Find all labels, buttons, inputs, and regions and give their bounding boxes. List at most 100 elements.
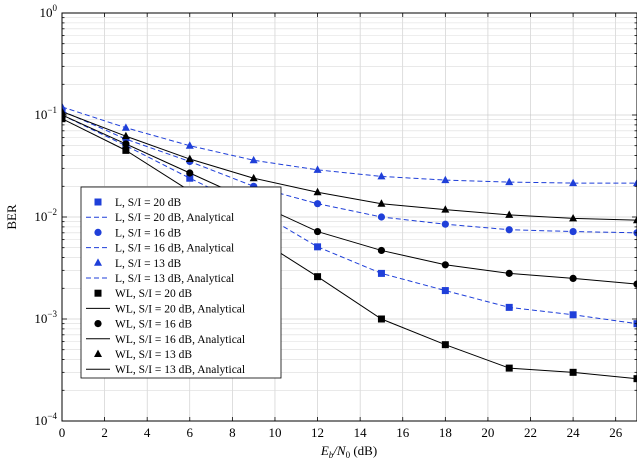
legend-item: L, S/I = 16 dB, Analytical bbox=[86, 243, 234, 255]
legend-box bbox=[80, 186, 282, 379]
data-point bbox=[122, 140, 130, 148]
data-point bbox=[314, 273, 322, 281]
y-tick-label: 100 bbox=[40, 3, 58, 20]
x-tick-label: 24 bbox=[567, 425, 581, 440]
x-tick-label: 22 bbox=[524, 425, 537, 440]
data-point bbox=[62, 102, 66, 110]
legend-marker-swatch bbox=[94, 320, 102, 328]
data-point bbox=[377, 213, 386, 221]
data-point bbox=[441, 220, 449, 228]
data-point bbox=[313, 200, 322, 208]
legend-label: WL, S/I = 20 dB bbox=[115, 288, 192, 300]
series-line bbox=[62, 118, 637, 380]
legend-label: L, S/I = 16 dB, Analytical bbox=[115, 243, 234, 255]
x-tick-labels: 0 2 4 6 8 10 12 14 16 18 20 22 24 26 bbox=[59, 425, 623, 440]
series-line bbox=[62, 111, 637, 221]
legend-label: L, S/I = 20 dB bbox=[115, 197, 182, 209]
legend-marker-swatch bbox=[94, 228, 102, 236]
x-axis-label: Eb/N0 (dB) bbox=[320, 443, 377, 460]
data-point bbox=[569, 178, 578, 187]
legend-label: L, S/I = 13 dB, Analytical bbox=[115, 273, 234, 285]
data-point bbox=[377, 246, 386, 255]
data-point bbox=[633, 375, 637, 383]
x-tick-label: 18 bbox=[439, 425, 452, 440]
data-point bbox=[186, 169, 194, 177]
data-point bbox=[186, 174, 194, 182]
data-point bbox=[62, 115, 66, 123]
legend-marker-swatch bbox=[94, 198, 102, 206]
data-point bbox=[121, 123, 130, 131]
y-tick-label: 10−2 bbox=[34, 207, 57, 224]
data-point bbox=[313, 187, 322, 196]
data-point bbox=[185, 141, 194, 149]
legend-label: WL, S/I = 13 dB, Analytical bbox=[115, 364, 245, 376]
legend-item: WL, S/I = 13 dB bbox=[94, 349, 192, 361]
y-tick-label: 10−3 bbox=[34, 309, 57, 326]
series-layer bbox=[62, 106, 637, 380]
legend-label: WL, S/I = 13 dB bbox=[115, 349, 192, 361]
series-line bbox=[62, 114, 637, 285]
data-point bbox=[505, 177, 514, 186]
legend-marker-swatch bbox=[94, 349, 102, 357]
data-point bbox=[441, 261, 449, 269]
legend-label: L, S/I = 16 dB bbox=[115, 227, 182, 239]
x-tick-label: 6 bbox=[187, 425, 194, 440]
legend-item: L, S/I = 20 dB bbox=[94, 197, 182, 209]
legend-marker-swatch bbox=[94, 289, 102, 297]
y-tick-labels: 10−4 10−3 10−2 10−1 100 bbox=[34, 3, 57, 428]
legend-label: WL, S/I = 20 dB, Analytical bbox=[115, 303, 245, 315]
x-tick-label: 12 bbox=[311, 425, 324, 440]
legend: L, S/I = 20 dB L, S/I = 20 dB, Analytical… bbox=[80, 186, 282, 379]
y-tick-label: 10−1 bbox=[34, 105, 57, 122]
legend-label: WL, S/I = 16 dB, Analytical bbox=[115, 334, 245, 346]
legend-item: L, S/I = 13 dB, Analytical bbox=[86, 273, 234, 285]
legend-item: WL, S/I = 13 dB, Analytical bbox=[86, 364, 245, 376]
legend-item: WL, S/I = 20 dB, Analytical bbox=[86, 303, 245, 315]
data-point bbox=[569, 368, 577, 376]
legend-item: WL, S/I = 20 dB bbox=[94, 288, 192, 300]
legend-item: L, S/I = 20 dB, Analytical bbox=[86, 212, 234, 224]
data-point bbox=[313, 165, 322, 173]
legend-label: L, S/I = 13 dB bbox=[115, 258, 182, 270]
x-tick-label: 20 bbox=[481, 425, 494, 440]
data-point bbox=[122, 146, 130, 154]
data-point bbox=[505, 303, 513, 311]
data-point bbox=[441, 341, 449, 349]
data-point bbox=[62, 107, 66, 115]
legend-item: WL, S/I = 16 dB, Analytical bbox=[86, 334, 245, 346]
data-point bbox=[185, 154, 194, 163]
data-point bbox=[121, 131, 130, 140]
data-point bbox=[505, 226, 513, 234]
x-tick-label: 10 bbox=[268, 425, 281, 440]
data-point bbox=[569, 311, 577, 319]
data-point bbox=[377, 315, 385, 323]
series-line bbox=[62, 110, 637, 234]
data-point bbox=[505, 269, 513, 277]
legend-marker-swatch bbox=[94, 258, 102, 266]
data-point bbox=[569, 227, 577, 236]
data-point bbox=[569, 274, 577, 283]
ticks bbox=[61, 12, 637, 422]
y-axis-label: BER bbox=[4, 204, 19, 230]
data-point bbox=[249, 155, 258, 164]
data-point bbox=[505, 210, 514, 218]
data-point bbox=[569, 213, 578, 222]
data-point bbox=[377, 172, 386, 180]
x-tick-label: 0 bbox=[59, 425, 66, 440]
series-line bbox=[62, 114, 637, 325]
x-tick-label: 14 bbox=[354, 425, 368, 440]
x-tick-label: 4 bbox=[144, 425, 151, 440]
data-point bbox=[505, 364, 513, 372]
x-tick-label: 8 bbox=[229, 425, 236, 440]
y-tick-label: 10−4 bbox=[34, 411, 57, 428]
data-point bbox=[441, 205, 450, 213]
data-point bbox=[441, 287, 449, 295]
data-point bbox=[314, 243, 322, 251]
legend-label: L, S/I = 20 dB, Analytical bbox=[115, 212, 234, 224]
x-tick-label: 2 bbox=[101, 425, 108, 440]
data-point bbox=[249, 173, 258, 182]
x-tick-label: 26 bbox=[609, 425, 623, 440]
data-point bbox=[377, 199, 386, 207]
